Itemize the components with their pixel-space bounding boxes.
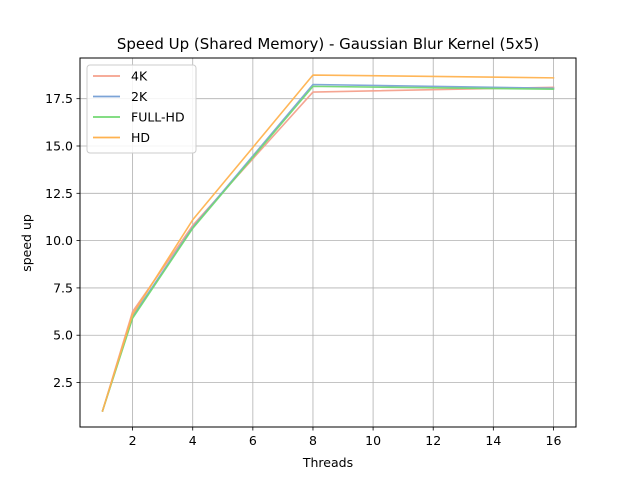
y-tick-label: 5.0	[53, 328, 73, 343]
y-tick-label: 15.0	[45, 138, 73, 153]
x-tick-label: 10	[365, 433, 381, 448]
x-tick-label: 8	[309, 433, 317, 448]
x-tick-label: 2	[129, 433, 137, 448]
x-tick-label: 12	[425, 433, 441, 448]
x-axis-label: Threads	[302, 455, 353, 470]
chart-title: Speed Up (Shared Memory) - Gaussian Blur…	[117, 35, 539, 53]
legend-label-hd: HD	[131, 130, 150, 145]
plot-frame	[79, 57, 577, 428]
grid	[80, 58, 576, 427]
x-tick-label: 14	[485, 433, 501, 448]
y-tick-label: 7.5	[53, 280, 73, 295]
series-lines	[101, 74, 555, 412]
legend-label-full-hd: FULL-HD	[131, 110, 185, 125]
axis-ticks: 2 4 6 8 10 12 14 16 2.5 5.0 7.5 10.0 12.5 15.0 17.5	[45, 91, 561, 448]
series-line-hd	[101, 74, 555, 412]
y-axis-label: speed up	[19, 214, 34, 272]
y-tick-label: 2.5	[53, 375, 73, 390]
legend: 4K 2K FULL-HD HD	[86, 64, 197, 154]
legend-label-2k: 2K	[131, 89, 148, 104]
legend-box	[86, 64, 197, 154]
y-tick-label: 17.5	[45, 91, 73, 106]
y-tick-label: 10.0	[45, 233, 73, 248]
x-tick-label: 4	[189, 433, 197, 448]
x-tick-label: 6	[249, 433, 257, 448]
y-tick-label: 12.5	[45, 186, 73, 201]
legend-label-4k: 4K	[131, 69, 148, 84]
x-tick-label: 16	[546, 433, 562, 448]
